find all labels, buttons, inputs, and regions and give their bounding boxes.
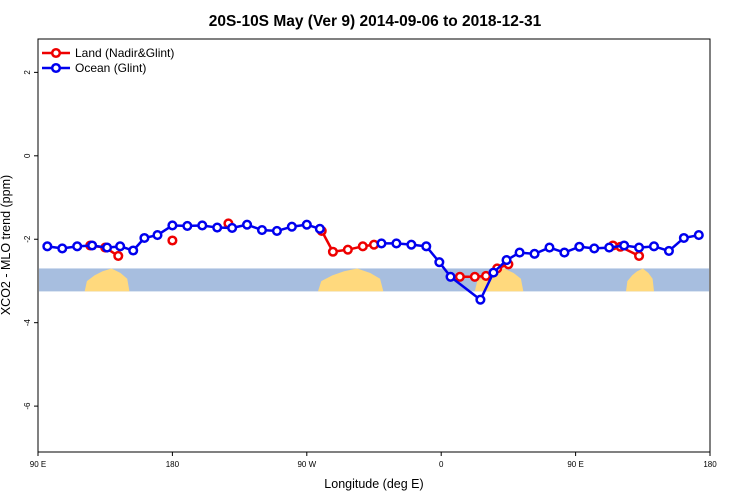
data-point — [634, 250, 645, 261]
data-point — [488, 267, 499, 278]
data-point — [406, 239, 417, 250]
data-point — [57, 243, 68, 254]
data-point — [589, 243, 600, 254]
data-point — [197, 220, 208, 231]
data-point — [72, 241, 83, 252]
data-point — [648, 241, 660, 252]
legend-marker — [50, 62, 62, 74]
y-tick-label: -6 — [23, 402, 32, 410]
y-tick-label: 0 — [23, 153, 32, 158]
data-point — [469, 271, 480, 282]
x-axis: 90 E 180 90 W 0 90 E 180 — [30, 452, 717, 469]
data-point — [42, 241, 53, 252]
x-tick-label: 0 — [439, 460, 444, 469]
data-point — [314, 223, 325, 234]
data-point — [445, 271, 456, 282]
data-point — [678, 232, 689, 244]
data-point — [167, 235, 178, 246]
data-point — [342, 244, 353, 255]
data-point — [115, 241, 126, 252]
data-point — [271, 225, 282, 236]
data-point — [604, 242, 615, 253]
data-point — [113, 250, 124, 261]
data-point — [421, 241, 432, 252]
data-point — [574, 241, 585, 252]
data-point — [434, 257, 445, 268]
x-tick-label: 90 W — [297, 460, 316, 469]
data-point — [227, 222, 238, 234]
data-point — [87, 240, 98, 251]
data-point — [693, 230, 704, 241]
legend-item: Land (Nadir&Glint) — [42, 46, 174, 60]
plot-frame — [37, 38, 711, 453]
data-point — [663, 245, 674, 256]
y-axis-label: XCO2 - MLO trend (ppm) — [0, 175, 13, 315]
x-tick-label: 180 — [166, 460, 180, 469]
data-point — [327, 246, 338, 257]
land-patch — [626, 268, 654, 292]
data-point — [139, 232, 150, 244]
legend: Land (Nadir&Glint)Ocean (Glint) — [42, 46, 174, 75]
data-point — [514, 247, 525, 258]
data-point — [102, 242, 113, 253]
y-tick-label: -4 — [23, 319, 32, 327]
data-point — [544, 242, 555, 253]
data-point — [634, 242, 645, 253]
y-axis: 2 0 -2 -4 -6 — [23, 70, 38, 410]
data-point — [212, 222, 223, 233]
legend-marker — [50, 47, 62, 59]
legend-label: Land (Nadir&Glint) — [75, 46, 174, 60]
data-point — [301, 219, 312, 230]
x-axis-label: Longitude (deg E) — [324, 477, 423, 491]
data-point — [152, 230, 163, 241]
data-point — [391, 238, 402, 249]
x-tick-label: 90 E — [30, 460, 46, 469]
data-point — [529, 248, 540, 259]
data-point — [501, 255, 512, 266]
chart-title: 20S-10S May (Ver 9) 2014-09-06 to 2018-1… — [209, 13, 542, 30]
legend-item: Ocean (Glint) — [42, 61, 146, 75]
data-point — [619, 240, 630, 251]
land-patch — [84, 268, 130, 292]
data-point — [454, 271, 465, 282]
y-tick-label: 2 — [23, 70, 32, 75]
series-ocean — [42, 219, 704, 305]
data-point — [256, 225, 268, 236]
data-point — [286, 221, 297, 232]
x-tick-label: 90 E — [567, 460, 583, 469]
y-tick-label: -2 — [23, 235, 32, 243]
land-patch — [318, 268, 384, 292]
data-point — [167, 220, 178, 231]
data-point — [475, 294, 486, 305]
series-line — [381, 233, 700, 301]
data-point — [559, 247, 570, 258]
data-point — [376, 238, 387, 249]
data-point — [128, 245, 139, 256]
plot-area — [39, 218, 709, 305]
data-point — [242, 219, 253, 230]
data-point — [182, 220, 193, 231]
data-point — [357, 241, 368, 252]
x-tick-label: 180 — [703, 460, 717, 469]
legend-label: Ocean (Glint) — [75, 61, 146, 75]
